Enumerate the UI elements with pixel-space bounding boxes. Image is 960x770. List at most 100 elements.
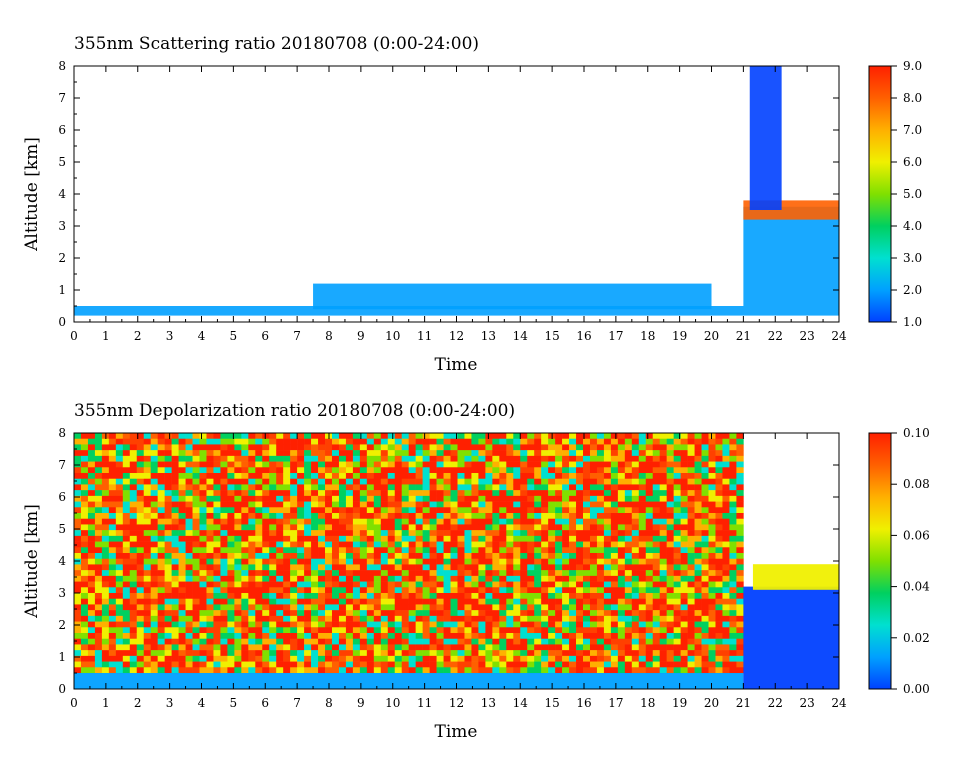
noise-cell bbox=[492, 593, 500, 600]
noise-cell bbox=[304, 535, 312, 542]
noise-cell bbox=[583, 438, 591, 445]
noise-cell bbox=[227, 467, 235, 474]
noise-cell bbox=[269, 638, 277, 645]
noise-cell bbox=[255, 541, 263, 548]
noise-cell bbox=[150, 524, 158, 531]
noise-cell bbox=[276, 644, 284, 651]
noise-cell bbox=[429, 615, 437, 622]
noise-cell bbox=[589, 473, 598, 480]
noise-cell bbox=[248, 490, 256, 497]
noise-cell bbox=[380, 593, 389, 600]
noise-cell bbox=[652, 655, 660, 662]
noise-cell bbox=[610, 524, 619, 531]
noise-cell bbox=[401, 530, 409, 537]
noise-cell bbox=[589, 570, 598, 577]
noise-cell bbox=[143, 473, 151, 480]
noise-cell bbox=[136, 593, 145, 600]
noise-cell bbox=[534, 541, 542, 548]
noise-cell bbox=[241, 570, 249, 577]
noise-cell bbox=[708, 547, 716, 554]
noise-cell bbox=[164, 478, 172, 485]
noise-cell bbox=[555, 547, 563, 554]
noise-cell bbox=[610, 501, 619, 508]
noise-cell bbox=[478, 644, 486, 651]
noise-cell bbox=[206, 638, 214, 645]
noise-cell bbox=[206, 495, 214, 502]
noise-cell bbox=[283, 513, 291, 520]
noise-cell bbox=[199, 541, 207, 548]
noise-cell bbox=[701, 644, 709, 651]
noise-cell bbox=[122, 535, 131, 542]
noise-cell bbox=[359, 433, 368, 440]
noise-cell bbox=[262, 610, 270, 617]
noise-cell bbox=[715, 610, 723, 617]
noise-cell bbox=[680, 575, 688, 582]
noise-cell bbox=[722, 513, 730, 520]
noise-cell bbox=[478, 575, 486, 582]
noise-cell bbox=[255, 507, 263, 514]
noise-cell bbox=[290, 501, 298, 508]
noise-cell bbox=[610, 495, 619, 502]
noise-cell bbox=[659, 661, 667, 668]
noise-cell bbox=[87, 518, 96, 525]
noise-cell bbox=[471, 627, 479, 634]
noise-cell bbox=[297, 667, 305, 674]
noise-cell bbox=[457, 501, 465, 508]
noise-cell bbox=[199, 667, 207, 674]
noise-cell bbox=[373, 638, 382, 645]
noise-cell bbox=[548, 501, 556, 508]
noise-cell bbox=[283, 490, 291, 497]
noise-cell bbox=[617, 615, 626, 622]
noise-cell bbox=[471, 598, 479, 605]
noise-cell bbox=[527, 644, 535, 651]
noise-cell bbox=[569, 518, 577, 525]
noise-cell bbox=[499, 547, 507, 554]
noise-cell bbox=[283, 553, 291, 560]
noise-cell bbox=[115, 513, 124, 520]
noise-cell bbox=[548, 604, 556, 611]
noise-cell bbox=[576, 650, 584, 657]
noise-cell bbox=[115, 535, 124, 542]
noise-cell bbox=[248, 610, 256, 617]
feature-region bbox=[313, 283, 712, 310]
noise-cell bbox=[408, 547, 416, 554]
noise-cell bbox=[220, 581, 228, 588]
noise-cell bbox=[583, 490, 591, 497]
noise-cell bbox=[457, 644, 465, 651]
noise-cell bbox=[485, 530, 493, 537]
noise-cell bbox=[115, 547, 124, 554]
noise-cell bbox=[262, 541, 270, 548]
noise-cell bbox=[429, 633, 437, 640]
noise-cell bbox=[262, 638, 270, 645]
noise-cell bbox=[74, 575, 82, 582]
noise-cell bbox=[115, 484, 124, 491]
noise-cell bbox=[338, 450, 347, 457]
noise-cell bbox=[297, 513, 305, 520]
noise-cell bbox=[666, 507, 674, 514]
noise-cell bbox=[213, 610, 221, 617]
noise-cell bbox=[408, 541, 416, 548]
noise-cell bbox=[387, 524, 396, 531]
noise-cell bbox=[736, 438, 744, 445]
noise-cell bbox=[373, 575, 382, 582]
noise-cell bbox=[541, 501, 549, 508]
noise-cell bbox=[366, 541, 375, 548]
noise-cell bbox=[666, 547, 674, 554]
noise-cell bbox=[569, 444, 577, 451]
noise-cell bbox=[478, 553, 486, 560]
noise-cell bbox=[276, 484, 284, 491]
noise-cell bbox=[576, 627, 584, 634]
x-tick-label: 8 bbox=[325, 329, 333, 343]
noise-cell bbox=[715, 541, 723, 548]
noise-cell bbox=[276, 501, 284, 508]
noise-cell bbox=[415, 575, 423, 582]
noise-cell bbox=[241, 581, 249, 588]
noise-cell bbox=[576, 587, 584, 594]
noise-cell bbox=[436, 570, 444, 577]
noise-cell bbox=[129, 610, 138, 617]
noise-cell bbox=[304, 530, 312, 537]
noise-cell bbox=[311, 518, 319, 525]
noise-cell bbox=[443, 661, 451, 668]
noise-cell bbox=[443, 478, 451, 485]
noise-cell bbox=[464, 598, 472, 605]
